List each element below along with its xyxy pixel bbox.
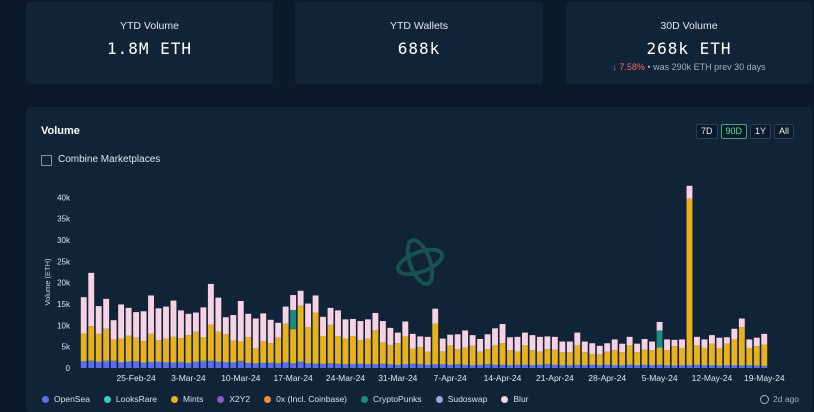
stat-change-text: • was 290k ETH prev 30 days <box>647 62 766 72</box>
stat-card-ytd-wallets: YTD Wallets 688k <box>295 2 543 84</box>
clock-icon <box>760 394 769 404</box>
stat-title: YTD Volume <box>120 20 179 32</box>
stat-title: YTD Wallets <box>390 20 448 32</box>
legend-swatch <box>171 395 179 403</box>
legend-swatch <box>217 395 225 403</box>
stat-value: 1.8M ETH <box>106 39 193 58</box>
stat-card-ytd-volume: YTD Volume 1.8M ETH <box>26 2 273 84</box>
combine-marketplaces-checkbox[interactable] <box>41 155 52 166</box>
chart-legend: OpenSea LooksRare Mints X2Y2 0x (Incl. Coinb… <box>42 394 543 404</box>
updated-note: 2d ago <box>760 394 799 404</box>
volume-panel: Volume 7D 90D 1Y All Combine Marketplace… <box>26 107 812 412</box>
legend-item[interactable]: X2Y2 <box>217 394 250 404</box>
legend-item[interactable]: CryptoPunks <box>361 394 422 404</box>
legend-swatch <box>264 395 272 403</box>
legend-swatch <box>501 395 509 403</box>
legend-item[interactable]: 0x (Incl. Coinbase) <box>264 394 347 404</box>
timeframe-7d-button[interactable]: 7D <box>696 124 718 139</box>
legend-item[interactable]: OpenSea <box>42 394 90 404</box>
legend-swatch <box>361 395 369 403</box>
timeframe-all-button[interactable]: All <box>774 124 795 139</box>
legend-label: X2Y2 <box>229 394 251 404</box>
legend-item[interactable]: Mints <box>171 394 203 404</box>
stat-card-30d-volume: 30D Volume 268k ETH ↓ 7.58% • was 290k E… <box>566 2 812 84</box>
stat-change: ↓ 7.58% • was 290k ETH prev 30 days <box>566 62 812 72</box>
timeframe-1y-button[interactable]: 1Y <box>750 124 772 139</box>
arrow-down-icon: ↓ <box>612 62 617 72</box>
stat-title: 30D Volume <box>660 20 718 32</box>
legend-label: 0x (Incl. Coinbase) <box>276 394 348 404</box>
timeframe-90d-button[interactable]: 90D <box>720 124 748 139</box>
legend-swatch <box>435 395 443 403</box>
combine-marketplaces-label: Combine Marketplaces <box>58 154 161 165</box>
legend-label: LooksRare <box>115 394 158 404</box>
stat-change-percent: 7.58% <box>619 62 645 72</box>
legend-swatch <box>103 395 111 403</box>
legend-swatch <box>42 395 49 403</box>
panel-title: Volume <box>41 125 80 137</box>
legend-label: Mints <box>183 394 204 404</box>
timeframe-selector: 7D 90D 1Y All <box>696 124 795 139</box>
legend-label: CryptoPunks <box>373 394 422 404</box>
legend-label: OpenSea <box>54 394 90 404</box>
legend-item[interactable]: LooksRare <box>103 394 158 404</box>
legend-item[interactable]: Sudoswap <box>435 394 488 404</box>
legend-item[interactable]: Blur <box>501 394 529 404</box>
legend-label: Blur <box>513 394 529 404</box>
stat-value: 688k <box>397 39 441 58</box>
updated-text: 2d ago <box>773 394 799 404</box>
legend-label: Sudoswap <box>447 394 488 404</box>
stat-value: 268k ETH <box>646 39 732 58</box>
